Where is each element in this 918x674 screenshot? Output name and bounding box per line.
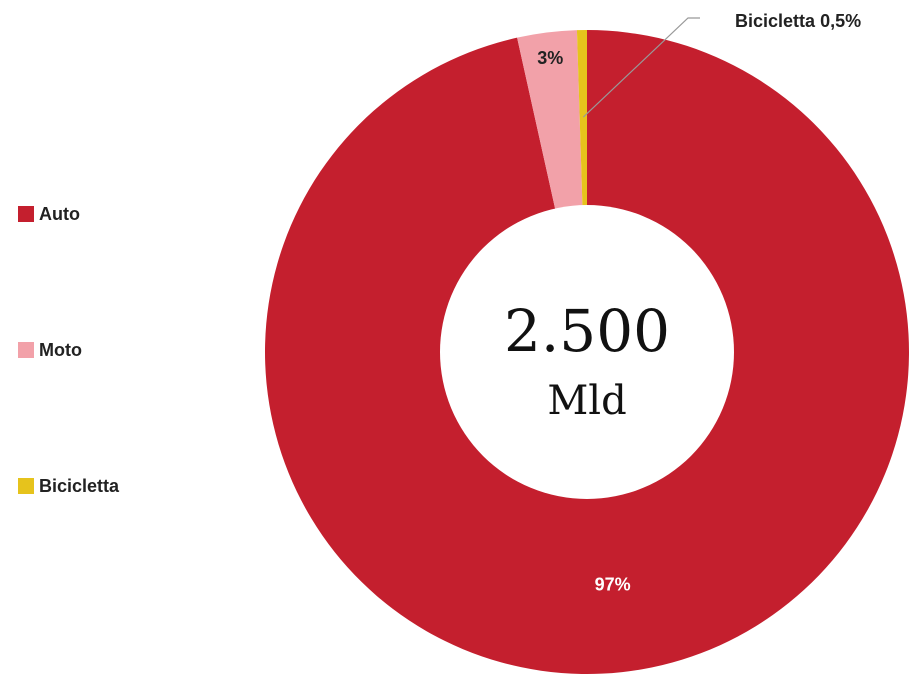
legend-label: Moto <box>39 340 82 360</box>
center-unit: Mld <box>547 378 626 424</box>
legend-swatch <box>18 342 34 358</box>
legend-label: Auto <box>39 204 80 224</box>
leader-line <box>582 17 700 118</box>
legend-swatch <box>18 478 34 494</box>
legend-swatch <box>18 206 34 222</box>
data-label-value: 0,5% <box>820 11 861 31</box>
data-label: 3% <box>537 48 563 68</box>
data-label: Bicicletta 0,5% <box>735 11 861 31</box>
legend-label: Bicicletta <box>39 476 120 496</box>
data-label-category: Bicicletta <box>735 11 816 31</box>
donut-hole <box>440 205 734 499</box>
center-value: 2.500 <box>504 297 670 365</box>
data-label: 97% <box>595 574 631 594</box>
